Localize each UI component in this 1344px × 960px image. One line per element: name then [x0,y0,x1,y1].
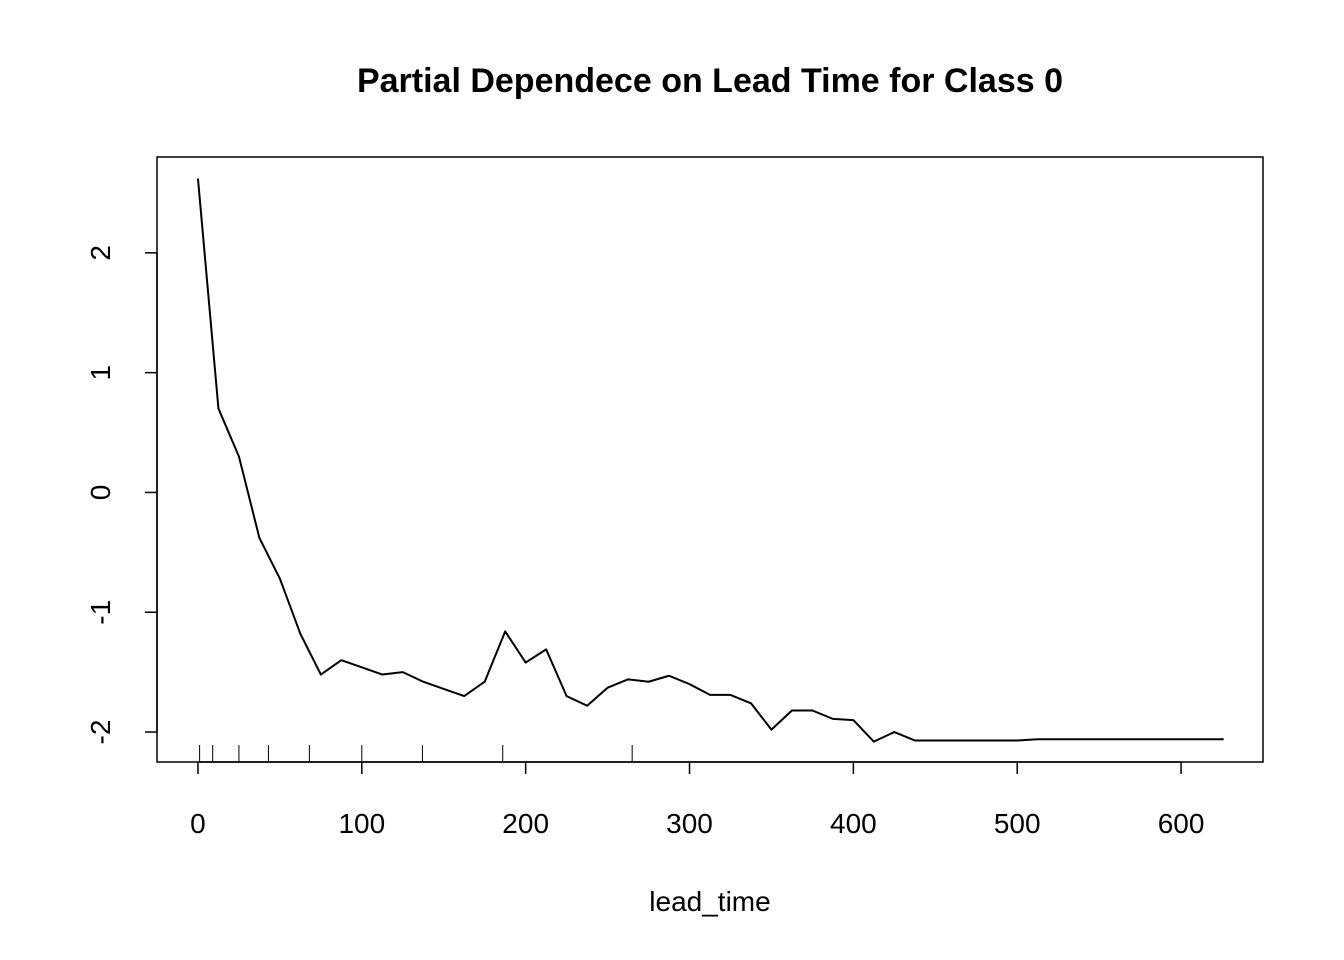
y-axis: -2 -1 0 1 2 [85,245,158,745]
x-tick-label: 100 [338,808,385,839]
series-line [196,178,1224,743]
x-tick-label: 400 [830,808,877,839]
y-tick-label: -1 [85,600,116,625]
y-tick-label: 2 [85,245,116,261]
y-tick-label: 1 [85,365,116,381]
x-axis: 0 100 200 300 400 500 600 [190,761,1205,839]
x-tick-label: 200 [502,808,549,839]
y-tick-label: 0 [85,485,116,501]
y-tick-label: -2 [85,720,116,745]
series-group [196,178,1224,743]
plot-frame [156,156,1264,763]
rug-marks [199,745,633,762]
x-tick-label: 600 [1158,808,1205,839]
chart-title: Partial Dependece on Lead Time for Class… [357,62,1063,100]
x-tick-label: 300 [666,808,713,839]
x-tick-label: 0 [190,808,206,839]
x-tick-label: 500 [994,808,1041,839]
x-axis-label: lead_time [649,886,770,917]
